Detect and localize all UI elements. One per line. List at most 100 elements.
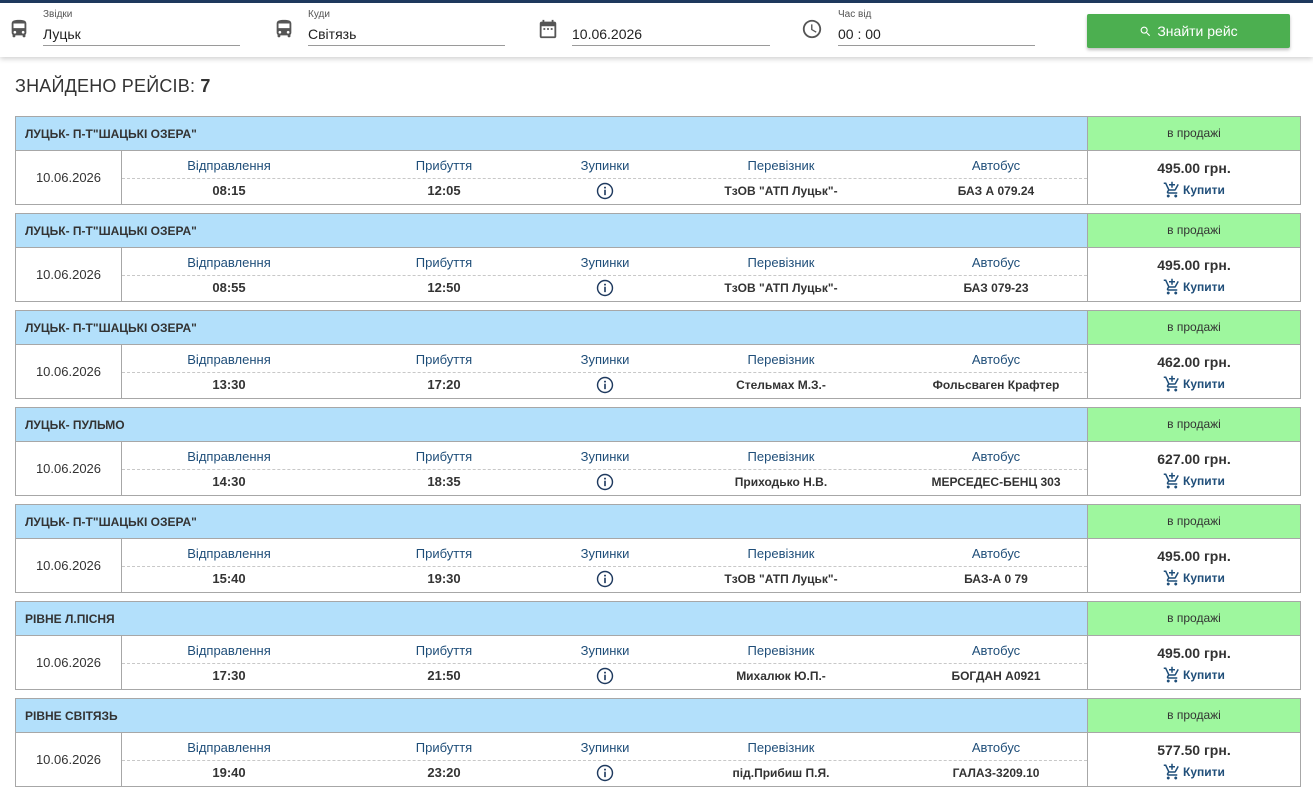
info-icon[interactable] [596,279,614,297]
route-name: РІВНЕ СВІТЯЗЬ [25,709,118,723]
departure-label: Відправлення [187,352,271,367]
trip-date: 10.06.2026 [16,733,122,786]
departure-time: 19:40 [212,765,246,780]
stops-label: Зупинки [580,740,630,755]
cart-icon [1163,375,1179,392]
departure-label: Відправлення [187,158,271,173]
buy-button[interactable]: Купити [1163,763,1225,781]
departure-label: Відправлення [187,449,271,464]
clock-icon[interactable] [801,18,823,40]
bus-model: БОГДАН А0921 [951,669,1041,683]
buy-button[interactable]: Купити [1163,181,1225,199]
bus-label: Автобус [971,643,1021,658]
time-label: Час від [838,9,872,20]
trip-price: 495.00 грн. [1157,257,1231,273]
trip-price-box: 495.00 грн. Купити [1087,539,1300,592]
bus-model: ГАЛАЗ-3209.10 [952,766,1040,780]
trip-date: 10.06.2026 [16,539,122,592]
results-count-value: 7 [200,76,211,96]
arrival-label: Прибуття [415,255,473,270]
divider [122,275,1087,276]
buy-button[interactable]: Купити [1163,278,1225,296]
trip-date: 10.06.2026 [16,151,122,204]
route-name: ЛУЦЬК- П-Т"ШАЦЬКІ ОЗЕРА" [25,515,197,529]
bus-model: БАЗ 079-23 [963,281,1029,295]
divider [122,566,1087,567]
arrival-label: Прибуття [415,546,473,561]
route-name: ЛУЦЬК- П-Т"ШАЦЬКІ ОЗЕРА" [25,321,197,335]
bus-icon [8,18,30,40]
carrier-label: Перевізник [747,546,815,561]
trip-price-box: 495.00 грн. Купити [1087,248,1300,301]
cart-icon [1163,666,1179,683]
bus-model: Фольсваген Крафтер [932,378,1060,392]
stops-label: Зупинки [580,352,630,367]
trip-route-header: ЛУЦЬК- П-Т"ШАЦЬКІ ОЗЕРА" [16,117,1087,151]
find-trip-button-label: Знайти рейс [1157,23,1238,39]
status-badge: в продажі [1087,602,1300,636]
status-badge: в продажі [1087,214,1300,248]
departure-time: 08:15 [212,183,246,198]
trip-card: ЛУЦЬК- П-Т"ШАЦЬКІ ОЗЕРА" в продажі 10.06… [15,213,1301,302]
carrier-name: Михалюк Ю.П.- [736,669,826,683]
stops-label: Зупинки [580,643,630,658]
calendar-icon[interactable] [537,18,559,40]
time-field: Час від [795,3,1040,57]
date-input[interactable] [572,22,770,46]
stops-label: Зупинки [580,546,630,561]
divider [122,760,1087,761]
trip-date: 10.06.2026 [16,345,122,398]
search-icon [1140,26,1151,36]
buy-label: Купити [1183,571,1225,585]
carrier-name: ТзОВ "АТП Луцьк"- [724,184,838,198]
trip-details: Відправлення 17:30 Прибуття 21:50 Зупинки … [122,636,1087,689]
departure-label: Відправлення [187,740,271,755]
arrival-time: 23:20 [427,765,461,780]
status-badge: в продажі [1087,408,1300,442]
info-icon[interactable] [596,667,614,685]
arrival-time: 21:50 [427,668,461,683]
departure-label: Відправлення [187,255,271,270]
trip-price: 495.00 грн. [1157,548,1231,564]
trip-route-header: РІВНЕ Л.ПІСНЯ [16,602,1087,636]
trip-card: ЛУЦЬК- ПУЛЬМО в продажі 10.06.2026 Відпр… [15,407,1301,496]
info-icon[interactable] [596,473,614,491]
info-icon[interactable] [596,376,614,394]
to-label: Куди [308,9,330,20]
arrival-label: Прибуття [415,643,473,658]
results-count: ЗНАЙДЕНО РЕЙСІВ: 7 [15,76,211,97]
departure-time: 15:40 [212,571,246,586]
bus-label: Автобус [971,158,1021,173]
buy-button[interactable]: Купити [1163,472,1225,490]
info-icon[interactable] [596,182,614,200]
trip-route-header: ЛУЦЬК- П-Т"ШАЦЬКІ ОЗЕРА" [16,311,1087,345]
time-input[interactable] [838,22,1035,46]
trip-details: Відправлення 08:55 Прибуття 12:50 Зупинки … [122,248,1087,301]
trip-price-box: 627.00 грн. Купити [1087,442,1300,495]
carrier-name: Приходько Н.В. [734,475,828,489]
from-input[interactable] [43,22,240,46]
buy-button[interactable]: Купити [1163,375,1225,393]
arrival-label: Прибуття [415,352,473,367]
status-badge: в продажі [1087,117,1300,151]
find-trip-button[interactable]: Знайти рейс [1087,14,1290,48]
to-input[interactable] [308,22,505,46]
arrival-label: Прибуття [415,740,473,755]
buy-button[interactable]: Купити [1163,569,1225,587]
cart-icon [1163,472,1179,489]
arrival-time: 12:05 [427,183,461,198]
stops-label: Зупинки [580,449,630,464]
trip-route-header: ЛУЦЬК- ПУЛЬМО [16,408,1087,442]
departure-time: 14:30 [212,474,246,489]
info-icon[interactable] [596,764,614,782]
trip-details: Відправлення 15:40 Прибуття 19:30 Зупинки … [122,539,1087,592]
carrier-label: Перевізник [747,352,815,367]
route-name: РІВНЕ Л.ПІСНЯ [25,612,115,626]
arrival-time: 12:50 [427,280,461,295]
buy-button[interactable]: Купити [1163,666,1225,684]
info-icon[interactable] [596,570,614,588]
departure-time: 13:30 [212,377,246,392]
from-label: Звідки [43,9,73,20]
bus-label: Автобус [971,352,1021,367]
trip-price-box: 495.00 грн. Купити [1087,151,1300,204]
